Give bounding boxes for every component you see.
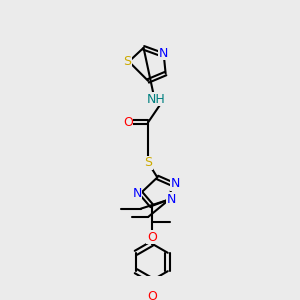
Text: N: N <box>159 47 169 60</box>
Text: O: O <box>147 290 157 300</box>
Text: S: S <box>123 55 131 68</box>
Text: N: N <box>132 187 142 200</box>
Text: N: N <box>167 193 176 206</box>
Text: NH: NH <box>147 93 166 106</box>
Text: O: O <box>147 231 157 244</box>
Text: N: N <box>171 177 180 190</box>
Text: S: S <box>144 156 152 169</box>
Text: O: O <box>123 116 133 129</box>
